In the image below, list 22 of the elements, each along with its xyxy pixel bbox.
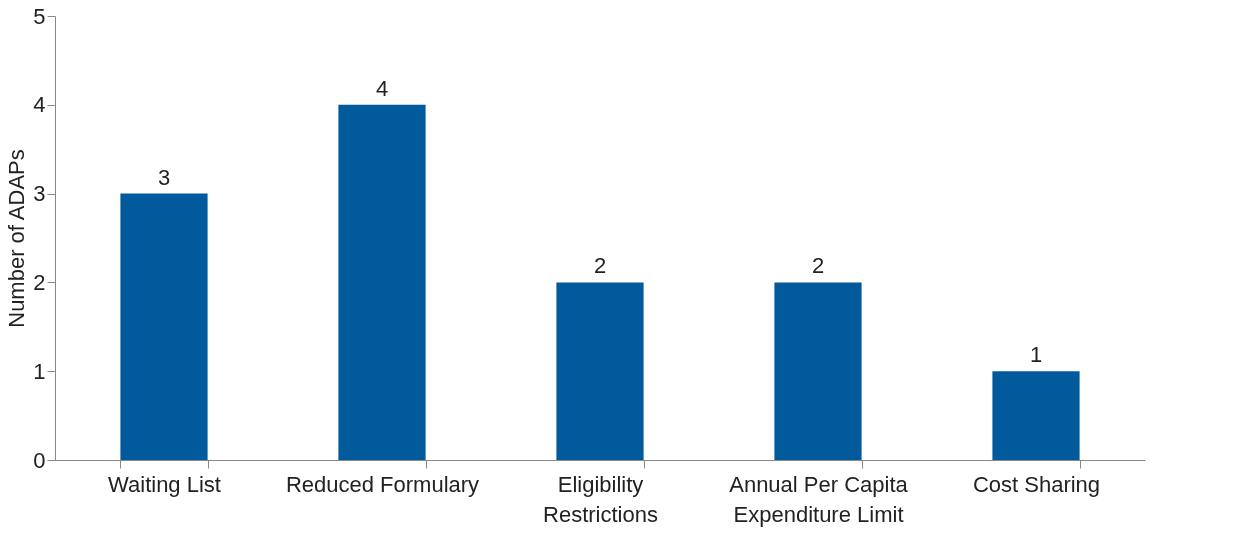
x-tick-label: Eligibility Restrictions: [543, 471, 658, 527]
data-label: 2: [811, 253, 825, 279]
data-label: 2: [593, 253, 607, 279]
bar: [992, 371, 1080, 460]
bar: [120, 193, 208, 460]
data-label: 1: [1029, 342, 1043, 368]
data-label: 3: [157, 164, 171, 190]
y-tick-label: 4: [33, 92, 46, 118]
y-tick-label: 5: [33, 3, 46, 29]
y-tick-label: 2: [33, 269, 46, 295]
y-tick-label: 0: [33, 447, 46, 473]
y-axis-title: Number of ADAPs: [4, 149, 30, 328]
x-tick-label: Annual Per Capita Expenditure Limit: [729, 471, 909, 527]
y-tick-label: 1: [33, 358, 46, 384]
y-tick-label: 3: [33, 181, 46, 207]
x-tick-label: Waiting List: [108, 471, 221, 497]
bar: [774, 282, 862, 460]
x-tick-label: Reduced Formulary: [285, 471, 480, 497]
data-label: 4: [375, 75, 389, 101]
bar: [338, 104, 426, 460]
bar: [556, 282, 644, 460]
x-tick-label: Cost Sharing: [972, 471, 1101, 497]
